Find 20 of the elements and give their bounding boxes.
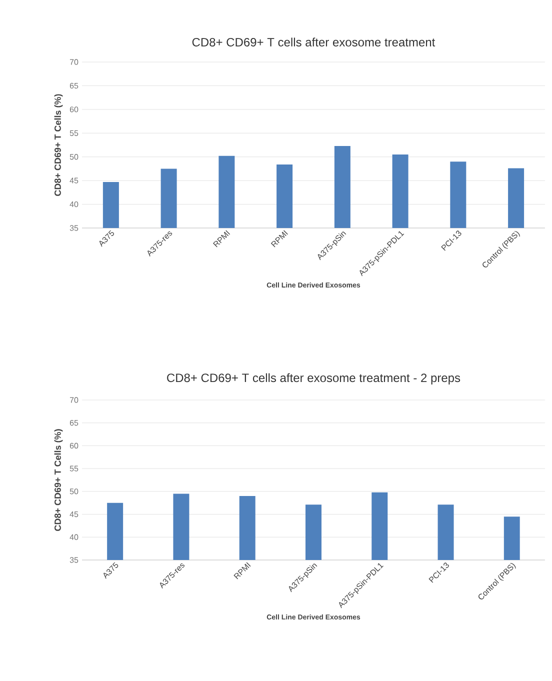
chart-title: CD8+ CD69+ T cells after exosome treatment - 2 preps <box>167 373 460 384</box>
y-tick-label: 50 <box>70 154 78 160</box>
y-tick-label: 55 <box>70 466 78 472</box>
y-tick-label: 45 <box>70 511 78 518</box>
y-tick-label: 40 <box>70 201 78 208</box>
y-axis-title: CD8+ CD69+ T Cells (%) <box>54 429 63 531</box>
y-tick-label: 35 <box>70 225 78 231</box>
chart-title: CD8+ CD69+ T cells after exosome treatment <box>192 38 436 46</box>
y-tick-label: 65 <box>70 82 78 89</box>
y-tick-label: 45 <box>70 178 78 184</box>
y-tick-label: 40 <box>70 534 78 540</box>
y-tick-label: 60 <box>70 442 78 449</box>
y-tick-label: 60 <box>70 106 78 112</box>
y-tick-label: 55 <box>70 130 78 136</box>
y-tick-label: 50 <box>70 488 78 494</box>
y-tick-label: 70 <box>70 59 78 65</box>
y-tick-label: 35 <box>70 557 78 563</box>
y-tick-label: 65 <box>70 420 78 426</box>
y-axis-title: CD8+ CD69+ T Cells (%) <box>54 94 63 196</box>
y-tick-label: 70 <box>70 397 78 403</box>
